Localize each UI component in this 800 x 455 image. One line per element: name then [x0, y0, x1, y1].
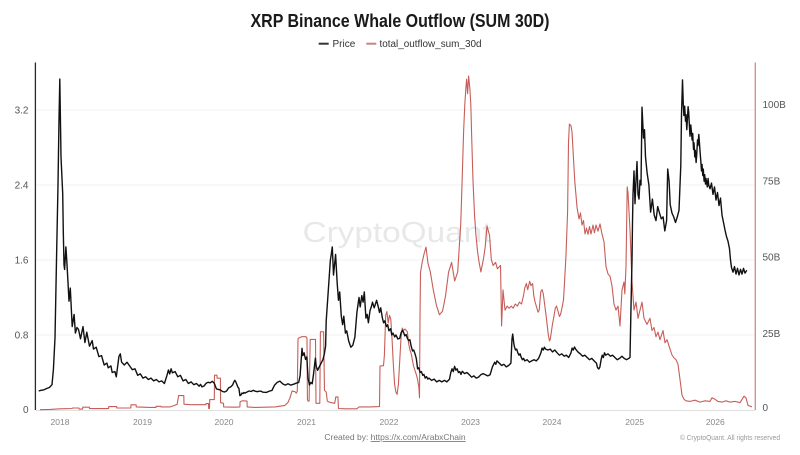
svg-text:2022: 2022 — [380, 417, 399, 427]
svg-text:Price: Price — [333, 39, 356, 50]
svg-text:2026: 2026 — [706, 417, 725, 427]
svg-text:2024: 2024 — [543, 417, 562, 427]
svg-text:0.8: 0.8 — [15, 331, 29, 342]
svg-text:100B: 100B — [763, 100, 787, 111]
svg-text:1.6: 1.6 — [15, 256, 29, 267]
svg-text:total_outflow_sum_30d: total_outflow_sum_30d — [380, 39, 482, 50]
svg-text:75B: 75B — [763, 176, 781, 187]
svg-text:2025: 2025 — [625, 417, 644, 427]
svg-text:2.4: 2.4 — [15, 181, 29, 192]
svg-text:50B: 50B — [763, 253, 781, 264]
svg-text:2021: 2021 — [297, 417, 316, 427]
svg-text:© CryptoQuant. All rights rese: © CryptoQuant. All rights reserved — [680, 433, 780, 442]
svg-text:XRP Binance Whale Outflow (SUM: XRP Binance Whale Outflow (SUM 30D) — [251, 11, 550, 31]
svg-text:0: 0 — [23, 405, 29, 416]
svg-text:2018: 2018 — [51, 417, 70, 427]
svg-text:25B: 25B — [763, 329, 781, 340]
svg-text:CryptoQuant: CryptoQuant — [303, 217, 492, 249]
svg-text:2020: 2020 — [215, 417, 234, 427]
svg-text:2019: 2019 — [133, 417, 152, 427]
svg-text:3.2: 3.2 — [15, 106, 29, 117]
svg-text:Created by: https://x.com/Arab: Created by: https://x.com/ArabxChain — [324, 432, 466, 442]
svg-text:2023: 2023 — [461, 417, 480, 427]
svg-text:0: 0 — [763, 403, 769, 414]
